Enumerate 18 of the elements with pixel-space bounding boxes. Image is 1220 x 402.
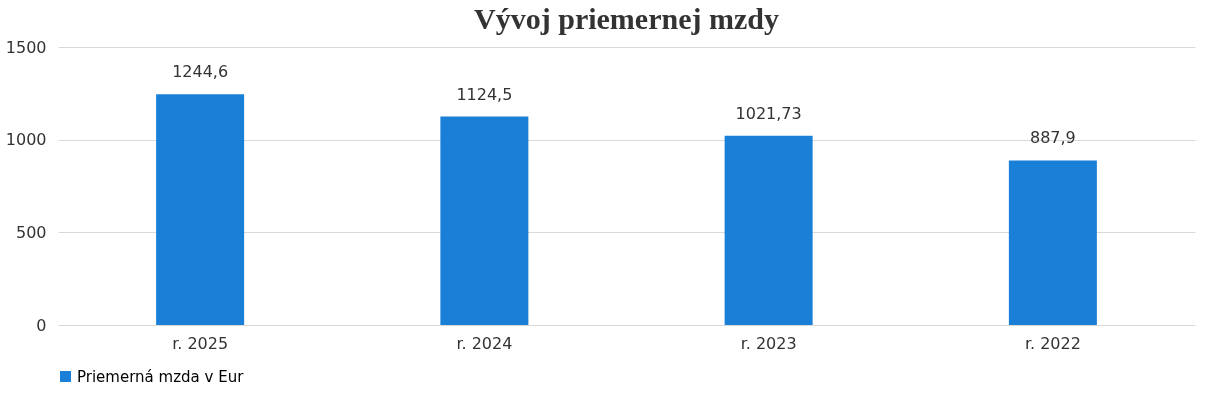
text: 887,9 <box>1029 128 1076 148</box>
x-tick-label: r. 2025 <box>172 333 229 353</box>
text: 1244,6 <box>172 62 229 82</box>
x-tick-label: r. 2022 <box>1024 333 1081 353</box>
y-tick-label: 1500 <box>5 37 47 57</box>
x-tick-label: r. 2024 <box>456 333 513 353</box>
bar <box>1008 160 1097 325</box>
text: 1021,73 <box>735 103 802 123</box>
bar <box>156 94 245 325</box>
bar <box>440 116 529 325</box>
x-tick-label: r. 2023 <box>740 333 797 353</box>
legend-label: Priemerná mzda v Eur <box>77 367 245 386</box>
y-tick-label: 0 <box>36 315 47 335</box>
chart-title: Vývoj priemernej mzdy <box>474 2 779 35</box>
bar <box>724 135 813 325</box>
y-tick-label: 1000 <box>5 130 47 150</box>
y-tick-label: 500 <box>15 222 47 242</box>
text: 1124,5 <box>456 84 513 104</box>
